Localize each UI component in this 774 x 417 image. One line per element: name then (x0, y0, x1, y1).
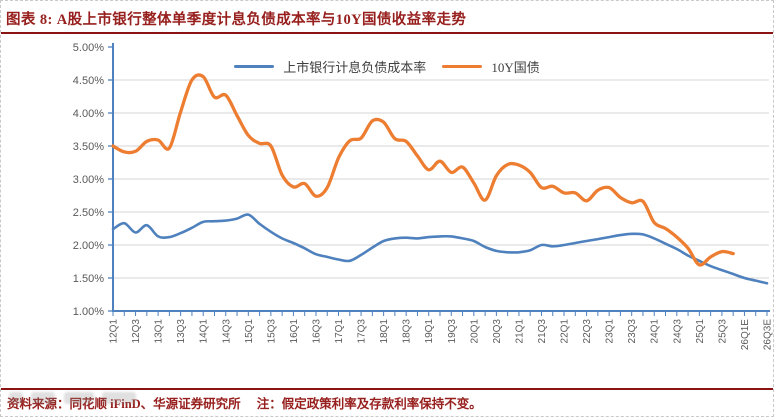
x-axis-label: 14Q3 (221, 319, 232, 344)
x-axis-label: 12Q1 (109, 319, 120, 344)
x-axis-label: 13Q3 (176, 319, 187, 344)
x-axis-label: 18Q3 (402, 319, 413, 344)
x-axis-label: 18Q1 (379, 319, 390, 344)
y-axis-label: 2.00% (73, 240, 104, 252)
y-axis-label: 4.50% (73, 75, 104, 87)
x-axis-label: 20Q3 (492, 319, 503, 344)
watermark-blob (63, 391, 94, 404)
x-axis-label: 13Q1 (154, 319, 165, 344)
x-axis-label: 19Q3 (447, 319, 458, 344)
y-axis-label: 3.00% (73, 174, 104, 186)
legend-line-swatch-orange (442, 64, 483, 69)
x-axis-label: 21Q1 (514, 319, 525, 344)
x-axis-label: 15Q3 (266, 319, 277, 344)
legend-label-10y-bond: 10Y国债 (491, 60, 540, 75)
watermark-blob (9, 391, 23, 404)
x-axis-label: 23Q3 (627, 319, 638, 344)
x-axis-label: 24Q1 (650, 319, 661, 344)
y-axis-label: 1.50% (73, 273, 104, 285)
x-axis-label: 21Q3 (537, 319, 548, 344)
x-axis-label: 16Q1 (289, 319, 300, 344)
x-axis-label: 19Q1 (424, 319, 435, 344)
y-axis-label: 3.50% (73, 141, 104, 153)
series-line-bank-cost (111, 213, 769, 285)
chart-legend: 上市银行计息负债成本率 10Y国债 (1, 57, 773, 76)
y-axis-label: 2.50% (73, 207, 104, 219)
title-divider (1, 32, 773, 34)
x-axis-label: 12Q3 (131, 319, 142, 344)
legend-item-bank-cost: 上市银行计息负债成本率 (234, 57, 426, 76)
x-axis-label: 26Q3E (763, 319, 774, 350)
x-axis-label: 17Q1 (334, 319, 345, 344)
x-axis-label: 22Q1 (560, 319, 571, 344)
chart-area: 上市银行计息负债成本率 10Y国债 5.00% 4.50% 4.00% 3.50% 3.… (1, 35, 773, 387)
y-axis-label: 1.00% (73, 306, 104, 318)
series-line-10y-bond (111, 73, 735, 267)
watermark-blob (102, 391, 137, 404)
y-axis-label: 5.00% (73, 42, 104, 54)
watermark-blob (31, 391, 56, 404)
x-axis-label: 24Q3 (672, 319, 683, 344)
x-axis-label: 16Q3 (311, 319, 322, 344)
x-axis-label: 17Q3 (357, 319, 368, 344)
assumption-note: 注：假定政策利率及存款利率保持不变。 (256, 397, 482, 411)
x-axis-label: 14Q1 (199, 319, 210, 344)
legend-line-swatch-blue (234, 64, 275, 69)
x-axis-label: 26Q1E (740, 319, 751, 350)
source-divider (1, 388, 773, 390)
x-axis-label: 22Q3 (582, 319, 593, 344)
x-axis-label: 23Q1 (605, 319, 616, 344)
y-axis-label: 4.00% (73, 108, 104, 120)
legend-label-bank-cost: 上市银行计息负债成本率 (283, 60, 427, 75)
x-axis-label: 20Q1 (469, 319, 480, 344)
x-axis-label: 15Q1 (244, 319, 255, 344)
source-note: 资料来源：同花顺 iFinD、华源证券研究所 (7, 397, 241, 411)
line-chart: 5.00% 4.50% 4.00% 3.50% 3.00% 2.50% 2.00% 1.50%… (73, 42, 774, 350)
legend-item-10y-bond: 10Y国债 (442, 57, 540, 76)
source-row: 资料来源：同花顺 iFinD、华源证券研究所 注：假定政策利率及存款利率保持不变。 (7, 393, 769, 412)
figure-title: 图表 8: A股上市银行整体单季度计息负债成本率与10Y国债收益率走势 (6, 12, 467, 28)
x-axis-label: 25Q3 (717, 319, 728, 344)
watermark (9, 389, 140, 405)
x-axis-label: 25Q1 (695, 319, 706, 344)
